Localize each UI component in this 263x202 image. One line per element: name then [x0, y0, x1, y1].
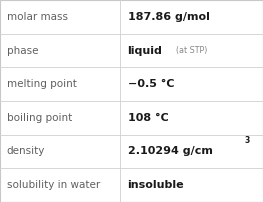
Text: liquid: liquid: [128, 45, 163, 56]
Text: insoluble: insoluble: [128, 180, 184, 190]
Text: molar mass: molar mass: [7, 12, 68, 22]
Text: 187.86 g/mol: 187.86 g/mol: [128, 12, 209, 22]
Text: phase: phase: [7, 45, 38, 56]
Text: −0.5 °C: −0.5 °C: [128, 79, 174, 89]
Text: density: density: [7, 146, 45, 157]
Text: solubility in water: solubility in water: [7, 180, 100, 190]
Text: (at STP): (at STP): [176, 46, 208, 55]
Text: 3: 3: [245, 137, 250, 145]
Text: 2.10294 g/cm: 2.10294 g/cm: [128, 146, 213, 157]
Text: boiling point: boiling point: [7, 113, 72, 123]
Text: melting point: melting point: [7, 79, 77, 89]
Text: 108 °C: 108 °C: [128, 113, 168, 123]
